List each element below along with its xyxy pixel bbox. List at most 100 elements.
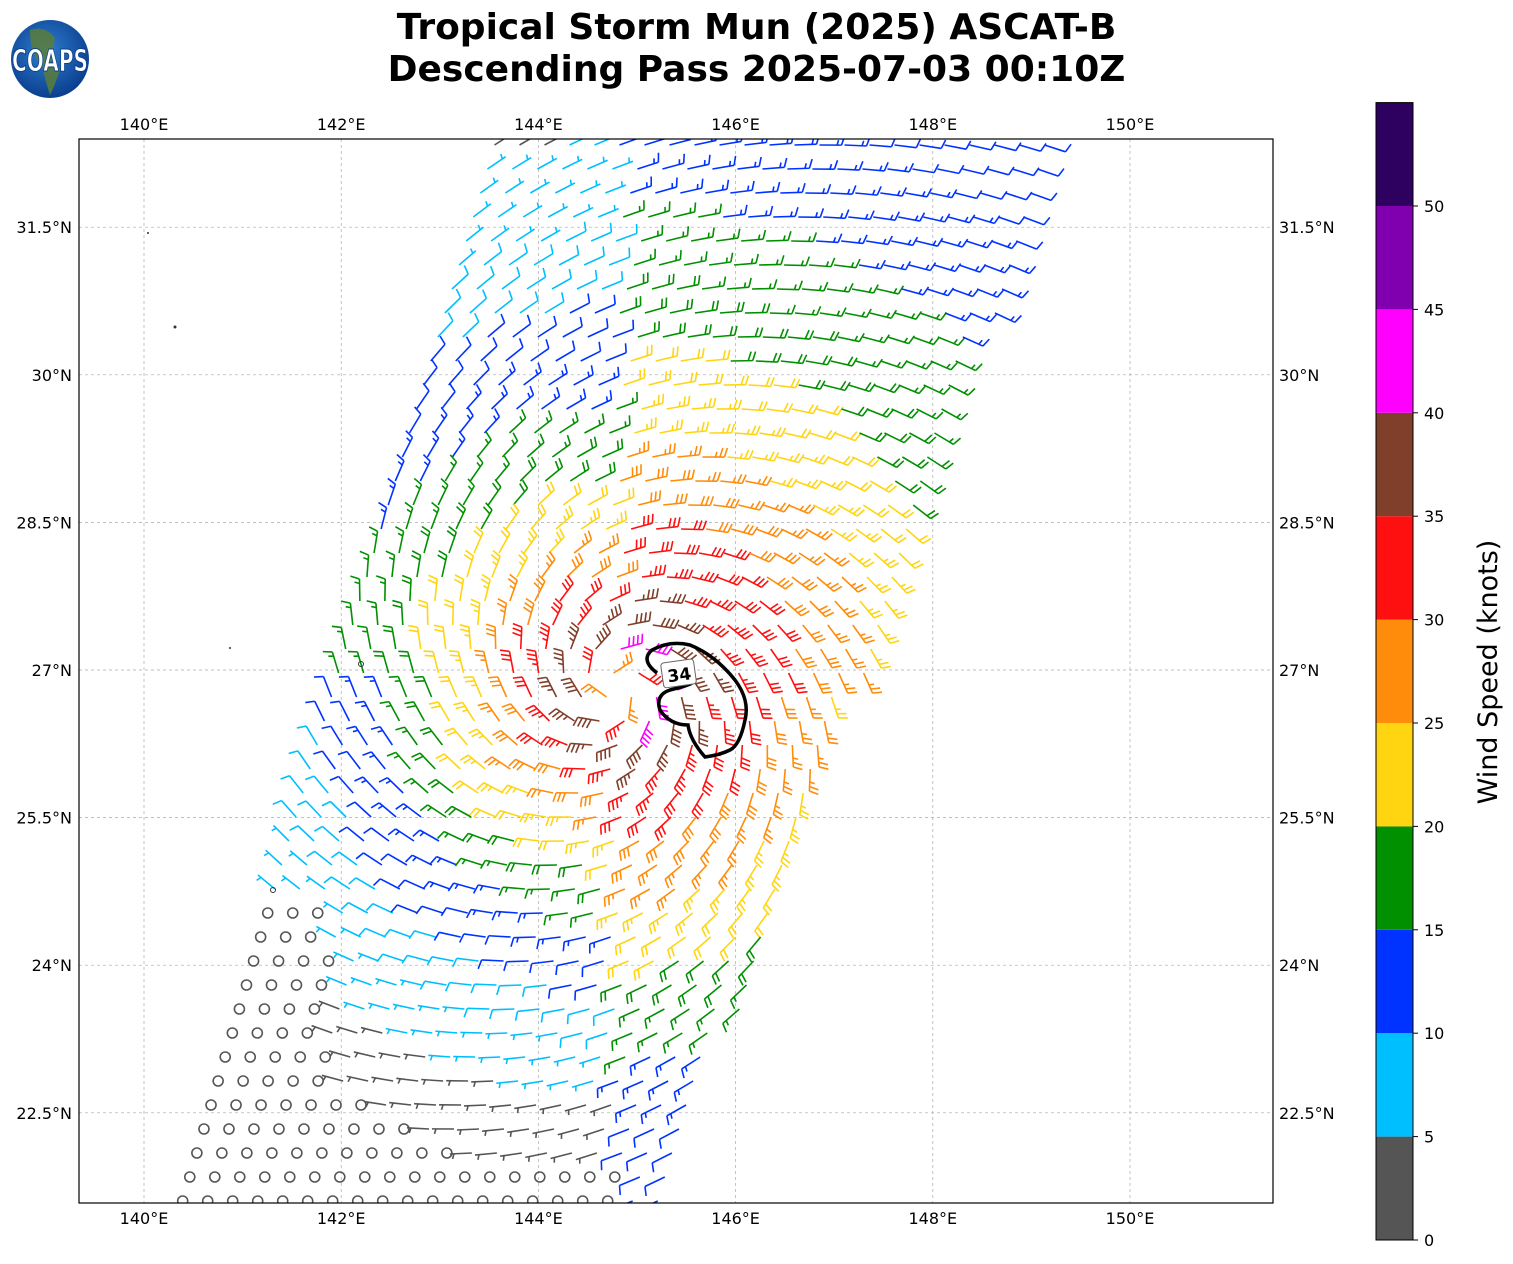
wind-barb [669, 139, 692, 146]
wind-barb [501, 266, 521, 290]
wind-barb [458, 248, 477, 266]
wind-barb [691, 864, 708, 890]
lat-tick-label-right: 30°N [1279, 366, 1319, 385]
wind-barb [1037, 168, 1065, 177]
wind-barb [298, 1123, 310, 1135]
wind-barb [521, 984, 547, 997]
wind-barb [990, 240, 1019, 250]
wind-barb [512, 622, 523, 650]
wind-barb [780, 696, 798, 719]
wind-barb [290, 979, 303, 991]
colorbar-tick-label: 30 [1424, 611, 1444, 630]
wind-barb [712, 155, 737, 170]
wind-barb [388, 675, 408, 698]
wind-barb [705, 349, 731, 362]
wind-barb [233, 1003, 246, 1015]
wind-barb [941, 408, 969, 421]
wind-barb [608, 247, 631, 266]
wind-barb [682, 888, 701, 913]
wind-barb [816, 576, 843, 592]
wind-barb [297, 800, 322, 818]
wind-barb [773, 720, 788, 746]
wind-barb [515, 226, 536, 242]
wind-barb [644, 139, 666, 146]
wind-barb [762, 328, 789, 339]
wind-barb [816, 233, 843, 244]
wind-barb [530, 503, 547, 530]
wind-barb [771, 864, 783, 892]
wind-barb [255, 1099, 267, 1111]
wind-barb [677, 622, 705, 635]
wind-barb [670, 469, 696, 482]
wind-barb [645, 840, 665, 864]
wind-barb [399, 979, 422, 986]
wind-barb [493, 809, 522, 821]
wind-barb [777, 452, 805, 464]
wind-barb [603, 1056, 626, 1075]
wind-barb [753, 840, 765, 868]
wind-barb [782, 768, 793, 796]
wind-barb [923, 213, 951, 223]
wind-barb [656, 517, 681, 530]
wind-barb [652, 443, 676, 458]
wind-barb [601, 271, 624, 290]
wind-barb [444, 454, 458, 482]
wind-barb [408, 930, 436, 940]
wind-barb [651, 984, 672, 1006]
wind-barb [347, 650, 365, 674]
wind-barb [640, 1104, 662, 1125]
wind-barb [308, 1003, 321, 1015]
wind-barb [505, 502, 520, 530]
wind-barb [588, 936, 611, 954]
wind-barb [909, 432, 937, 445]
wind-barb [357, 625, 372, 650]
wind-barb [453, 574, 465, 602]
wind-barb [383, 1171, 396, 1183]
wind-barb [801, 281, 829, 292]
wind-barb [805, 528, 833, 541]
wind-barb [471, 1080, 494, 1088]
wind-barb [415, 382, 430, 410]
wind-barb [762, 672, 783, 694]
wind-barb [216, 1147, 228, 1159]
wind-barb [596, 1080, 619, 1099]
wind-barb [483, 756, 511, 770]
wind-barb [644, 1008, 665, 1029]
wind-barb [459, 624, 472, 650]
wind-barb [640, 936, 662, 958]
wind-barb [635, 792, 654, 817]
wind-barb [845, 648, 867, 669]
wind-barb [444, 981, 472, 992]
wind-barb [834, 431, 862, 442]
wind-barb [512, 154, 532, 170]
wind-barb [313, 675, 333, 698]
wind-barb [948, 384, 976, 396]
wind-barb [519, 456, 537, 482]
wind-barb [562, 316, 583, 338]
wind-barb [816, 405, 844, 416]
wind-barb [486, 153, 507, 170]
wind-barb [529, 960, 554, 974]
wind-barb [607, 960, 629, 979]
wind-barb [435, 753, 461, 770]
wind-barb [770, 477, 798, 488]
wind-barb [630, 176, 653, 194]
wind-barb [759, 255, 785, 266]
wind-barb [576, 436, 598, 458]
wind-barb [418, 599, 429, 626]
wind-barb [962, 336, 990, 347]
wind-barb [422, 880, 451, 890]
wind-barb [288, 850, 308, 866]
wind-barb [633, 248, 656, 266]
wind-barb [805, 184, 832, 195]
wind-barb [555, 340, 576, 362]
wind-barb [730, 180, 755, 194]
wind-barb [590, 222, 613, 242]
wind-barb [479, 177, 499, 194]
wind-barb [446, 525, 457, 554]
wind-barb [394, 453, 405, 482]
wind-barb [537, 315, 558, 338]
wind-barb [702, 624, 730, 638]
wind-barb [415, 905, 443, 915]
wind-barb [523, 597, 535, 626]
